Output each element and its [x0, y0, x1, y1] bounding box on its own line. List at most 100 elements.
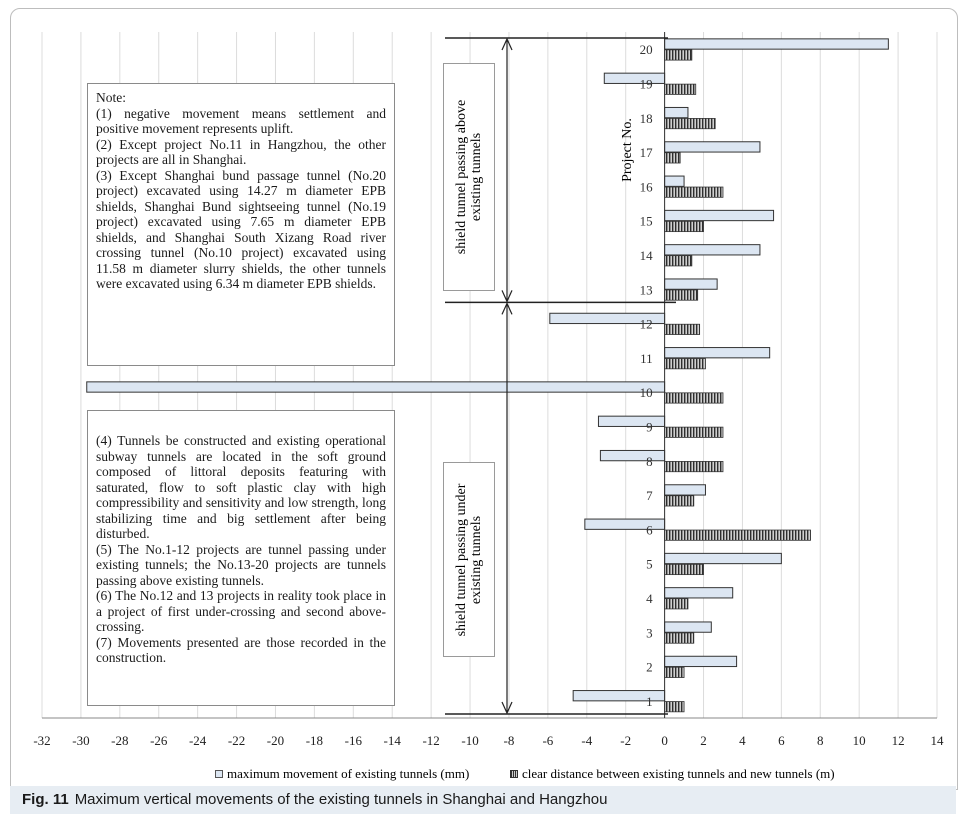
bar-movement: [664, 552, 782, 565]
y-tick-label: 11: [640, 351, 653, 366]
y-tick-label: 17: [640, 145, 654, 160]
y-tick-label: 15: [640, 214, 653, 229]
bar-movement: [664, 244, 761, 256]
caption-text: Maximum vertical movements of the existi…: [74, 791, 608, 808]
y-tick-label: 3: [646, 625, 653, 640]
bar-distance: [664, 255, 693, 267]
bar-movement: [584, 518, 666, 530]
x-tick-label: -10: [461, 733, 478, 748]
x-tick-label: 8: [817, 733, 824, 748]
x-tick-label: -20: [267, 733, 284, 748]
bar-distance: [664, 426, 724, 438]
axes: -32 -30 -28 -26 -24 -22 -20 -18 -16 -14 -12 -10 -8 -6…: [33, 32, 944, 748]
x-tick-label: 14: [931, 733, 945, 748]
y-tick-label: 7: [646, 488, 653, 503]
bar-distance: [664, 392, 724, 404]
y-tick-label: 9: [646, 419, 653, 434]
bar-movement: [597, 415, 666, 427]
bar-distance: [664, 118, 716, 130]
figure-number: Fig. 11: [22, 791, 69, 808]
legend-swatch-distance: [510, 770, 518, 778]
bar-movement: [603, 72, 666, 84]
bar-movement: [664, 484, 706, 496]
x-tick-label: -12: [422, 733, 439, 748]
bar-distance: [664, 358, 706, 370]
bar-distance: [664, 632, 695, 644]
bar-movement: [664, 347, 771, 359]
x-tick-label: -16: [345, 733, 363, 748]
note-line: (5) The No.1-12 projects are tunnel pass…: [96, 541, 386, 588]
under-range-arrow-head-up: [501, 301, 513, 315]
figure-caption: Fig. 11 Maximum vertical movements of the…: [10, 786, 956, 814]
bar-distance: [664, 495, 695, 507]
bar-movement: [664, 141, 761, 153]
under-range-arrow-head-down: [501, 701, 513, 715]
above-range-arrow-head-down: [501, 290, 513, 303]
x-tick-label: -18: [306, 733, 323, 748]
legend-item-movement: maximum movement of existing tunnels (mm…: [215, 766, 469, 782]
x-tick-label: -30: [72, 733, 89, 748]
x-tick-label: 12: [892, 733, 905, 748]
bar-distance: [664, 49, 693, 61]
legend-label-distance: clear distance between existing tunnels …: [522, 766, 835, 781]
y-tick-label: 20: [640, 42, 653, 57]
bar-movement: [664, 38, 889, 50]
x-tick-label: -28: [111, 733, 128, 748]
arrow-annotations: [445, 37, 676, 715]
bar-movement: [664, 655, 738, 668]
bar-distance: [664, 563, 704, 576]
x-tick-label: 2: [700, 733, 707, 748]
x-tick-label: 4: [739, 733, 746, 748]
y-tick-label: 19: [640, 76, 653, 91]
y-tick-label: 4: [646, 591, 653, 606]
bar-movement: [664, 278, 718, 290]
x-tick-label: -4: [581, 733, 592, 748]
legend-label-movement: maximum movement of existing tunnels (mm…: [227, 766, 470, 781]
bar-distance: [664, 529, 811, 541]
bar-distance: [664, 666, 685, 678]
y-tick-label: 8: [646, 454, 653, 469]
note-line: Note:: [96, 90, 126, 105]
y-tick-label: 14: [640, 248, 654, 263]
x-tick-label: -6: [542, 733, 553, 748]
y-tick-label: 2: [646, 660, 653, 675]
above-crossing-label: shield tunnel passing above existing tun…: [443, 63, 495, 291]
bar-movement: [664, 175, 685, 187]
x-tick-label: -24: [189, 733, 207, 748]
legend-swatch-movement: [215, 770, 223, 778]
bar-movement: [664, 106, 689, 119]
x-tick-label: -2: [620, 733, 631, 748]
bar-distance: [664, 152, 681, 164]
note-line: (7) Movements presented are those record…: [96, 634, 386, 666]
x-tick-label: -8: [504, 733, 515, 748]
y-tick-label: 18: [640, 111, 653, 126]
bar-movement: [664, 621, 712, 633]
note-line: (1) negative movement means settlement a…: [96, 105, 386, 137]
bar-movement: [599, 449, 666, 462]
x-tick-label: 6: [778, 733, 785, 748]
y-tick-label: 13: [640, 282, 653, 297]
note-line: (3) Except Shanghai bund passage tunnel …: [96, 167, 386, 292]
above-range-arrow-head-up: [501, 37, 513, 51]
bars: [86, 38, 889, 713]
note-box-lower: (4) Tunnels be constructed and existing …: [87, 410, 395, 706]
y-tick-label: 6: [646, 522, 653, 537]
bar-movement: [86, 381, 666, 393]
bar-distance: [664, 323, 701, 335]
bar-distance: [664, 461, 724, 473]
bar-movement: [664, 587, 734, 599]
under-crossing-label: shield tunnel passing under existing tun…: [443, 462, 495, 657]
note-line: (4) Tunnels be constructed and existing …: [96, 433, 386, 541]
bar-distance: [664, 701, 685, 713]
bar-distance: [664, 83, 697, 95]
x-tick-label: 10: [853, 733, 866, 748]
y-tick-label: 1: [646, 694, 653, 709]
bar-distance: [664, 598, 689, 610]
bar-distance: [664, 289, 699, 301]
y-tick-label: 5: [646, 557, 653, 572]
x-tick-label: -32: [33, 733, 50, 748]
y-tick-label: 16: [640, 179, 654, 194]
note-line: (6) The No.12 and 13 projects in reality…: [96, 588, 386, 634]
y-tick-label: 12: [640, 317, 653, 332]
note-line: (2) Except project No.11 in Hangzhou, th…: [96, 136, 386, 168]
